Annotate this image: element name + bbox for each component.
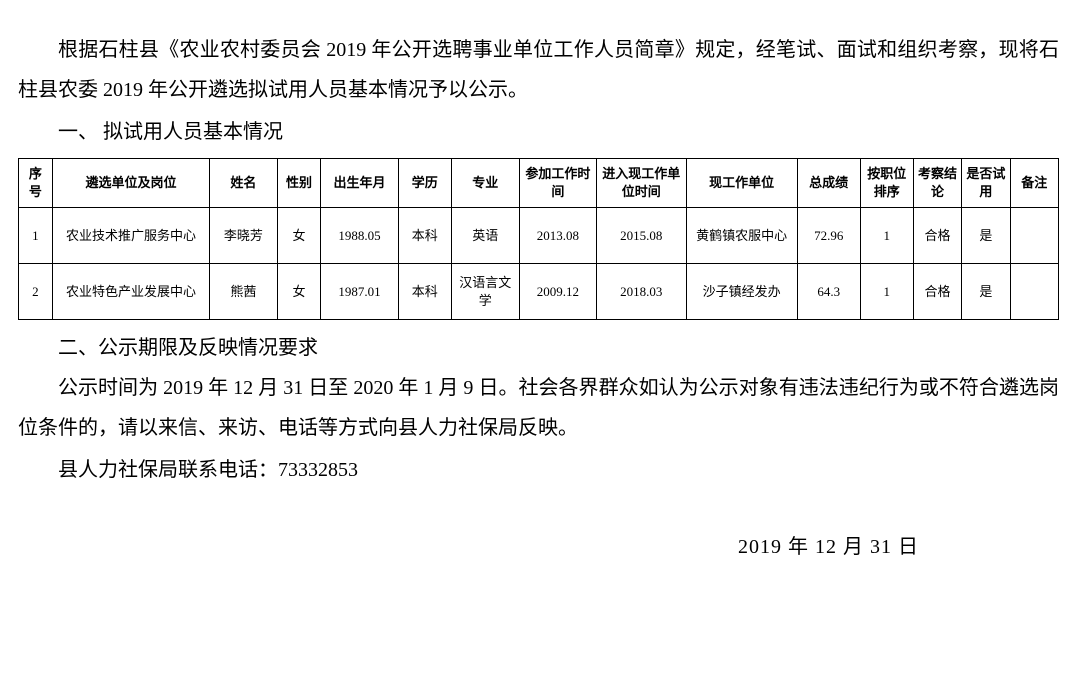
header-birth: 出生年月 [321, 159, 398, 208]
header-edu: 学历 [398, 159, 451, 208]
cell-note [1010, 264, 1058, 320]
section-heading-2: 二、公示期限及反映情况要求 [18, 328, 1059, 368]
cell-note [1010, 208, 1058, 264]
body-paragraph-2a: 公示时间为 2019 年 12 月 31 日至 2020 年 1 月 9 日。社… [18, 368, 1059, 448]
cell-exam: 合格 [913, 208, 961, 264]
cell-worktime: 2009.12 [519, 264, 596, 320]
date-line: 2019 年 12 月 31 日 [18, 530, 1059, 559]
cell-major: 汉语言文学 [451, 264, 519, 320]
header-currenttime: 进入现工作单位时间 [597, 159, 686, 208]
header-trial: 是否试用 [962, 159, 1010, 208]
table-row: 2 农业特色产业发展中心 熊茜 女 1987.01 本科 汉语言文学 2009.… [19, 264, 1059, 320]
cell-trial: 是 [962, 264, 1010, 320]
cell-currentunit: 沙子镇经发办 [686, 264, 797, 320]
cell-birth: 1987.01 [321, 264, 398, 320]
cell-birth: 1988.05 [321, 208, 398, 264]
intro-paragraph: 根据石柱县《农业农村委员会 2019 年公开选聘事业单位工作人员简章》规定，经笔… [18, 30, 1059, 110]
cell-currenttime: 2018.03 [597, 264, 686, 320]
cell-seq: 2 [19, 264, 53, 320]
cell-score: 64.3 [797, 264, 860, 320]
header-currentunit: 现工作单位 [686, 159, 797, 208]
cell-edu: 本科 [398, 264, 451, 320]
cell-gender: 女 [277, 264, 321, 320]
header-gender: 性别 [277, 159, 321, 208]
cell-exam: 合格 [913, 264, 961, 320]
cell-gender: 女 [277, 208, 321, 264]
cell-currentunit: 黄鹤镇农服中心 [686, 208, 797, 264]
header-rank: 按职位排序 [860, 159, 913, 208]
cell-unit: 农业技术推广服务中心 [52, 208, 209, 264]
cell-major: 英语 [451, 208, 519, 264]
cell-score: 72.96 [797, 208, 860, 264]
header-exam: 考察结论 [913, 159, 961, 208]
cell-rank: 1 [860, 264, 913, 320]
cell-rank: 1 [860, 208, 913, 264]
cell-worktime: 2013.08 [519, 208, 596, 264]
header-major: 专业 [451, 159, 519, 208]
cell-unit: 农业特色产业发展中心 [52, 264, 209, 320]
header-seq: 序号 [19, 159, 53, 208]
cell-currenttime: 2015.08 [597, 208, 686, 264]
table-row: 1 农业技术推广服务中心 李晓芳 女 1988.05 本科 英语 2013.08… [19, 208, 1059, 264]
header-name: 姓名 [210, 159, 278, 208]
cell-name: 熊茜 [210, 264, 278, 320]
cell-edu: 本科 [398, 208, 451, 264]
section-heading-1: 一、 拟试用人员基本情况 [18, 112, 1059, 152]
header-unit: 遴选单位及岗位 [52, 159, 209, 208]
table-header-row: 序号 遴选单位及岗位 姓名 性别 出生年月 学历 专业 参加工作时间 进入现工作… [19, 159, 1059, 208]
body-paragraph-2b: 县人力社保局联系电话：73332853 [18, 450, 1059, 490]
cell-name: 李晓芳 [210, 208, 278, 264]
header-score: 总成绩 [797, 159, 860, 208]
cell-trial: 是 [962, 208, 1010, 264]
cell-seq: 1 [19, 208, 53, 264]
personnel-table: 序号 遴选单位及岗位 姓名 性别 出生年月 学历 专业 参加工作时间 进入现工作… [18, 158, 1059, 320]
header-note: 备注 [1010, 159, 1058, 208]
header-worktime: 参加工作时间 [519, 159, 596, 208]
